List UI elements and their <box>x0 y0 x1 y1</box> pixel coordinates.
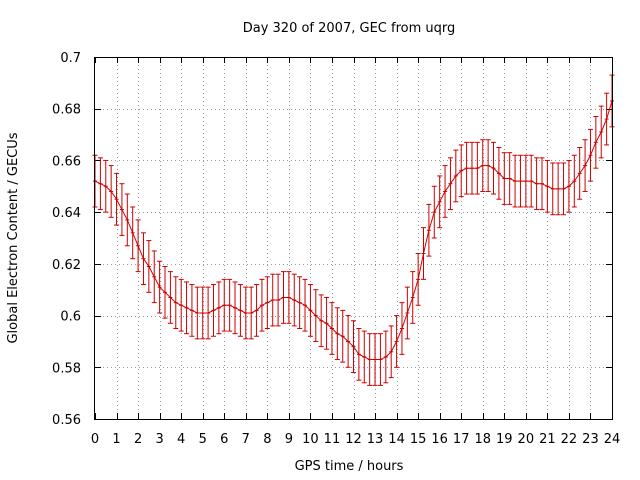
y-tick-label: 0.62 <box>52 258 81 273</box>
x-tick-label: 4 <box>177 432 185 447</box>
x-tick-label: 23 <box>582 432 599 447</box>
gec-series <box>92 74 615 386</box>
x-tick-labels: 0 1 2 3 4 5 6 7 8 9 10 11 12 13 14 15 16 17 18 19 20 21 22 23 24 <box>91 432 620 447</box>
x-tick-label: 8 <box>263 432 271 447</box>
x-tick-label: 1 <box>112 432 120 447</box>
y-tick-label: 0.7 <box>60 51 81 66</box>
y-tick-label: 0.6 <box>60 310 81 325</box>
x-tick-label: 13 <box>367 432 384 447</box>
x-tick-label: 18 <box>474 432 491 447</box>
x-tick-label: 19 <box>496 432 513 447</box>
y-tick-label: 0.66 <box>52 154 81 169</box>
x-tick-label: 20 <box>518 432 535 447</box>
series-line <box>94 100 613 361</box>
x-tick-label: 15 <box>410 432 427 447</box>
x-tick-label: 11 <box>324 432 341 447</box>
y-tick-label: 0.68 <box>52 103 81 118</box>
x-tick-label: 24 <box>604 432 621 447</box>
x-tick-label: 7 <box>242 432 250 447</box>
y-tick-label: 0.56 <box>52 413 81 428</box>
x-tick-label: 14 <box>388 432 405 447</box>
x-tick-label: 5 <box>199 432 207 447</box>
x-tick-label: 12 <box>345 432 362 447</box>
y-tick-label: 0.58 <box>52 361 81 376</box>
plot-frame <box>94 57 613 420</box>
x-tick-label: 6 <box>220 432 228 447</box>
x-tick-label: 3 <box>155 432 163 447</box>
y-tick-labels: 0.56 0.58 0.6 0.62 0.64 0.66 0.68 0.7 <box>52 51 81 428</box>
chart-title: Day 320 of 2007, GEC from uqrg <box>243 21 456 36</box>
x-tick-label: 9 <box>285 432 293 447</box>
y-tick-label: 0.64 <box>52 206 81 221</box>
grid <box>95 57 612 419</box>
x-tick-label: 17 <box>453 432 470 447</box>
x-tick-label: 0 <box>91 432 99 447</box>
y-axis-label: Global Electron Content / GECUs <box>6 132 21 343</box>
x-axis-label: GPS time / hours <box>295 459 404 474</box>
x-tick-label: 2 <box>134 432 142 447</box>
x-tick-label: 22 <box>561 432 578 447</box>
x-tick-label: 10 <box>302 432 319 447</box>
x-tick-label: 16 <box>431 432 448 447</box>
x-tick-label: 21 <box>539 432 556 447</box>
